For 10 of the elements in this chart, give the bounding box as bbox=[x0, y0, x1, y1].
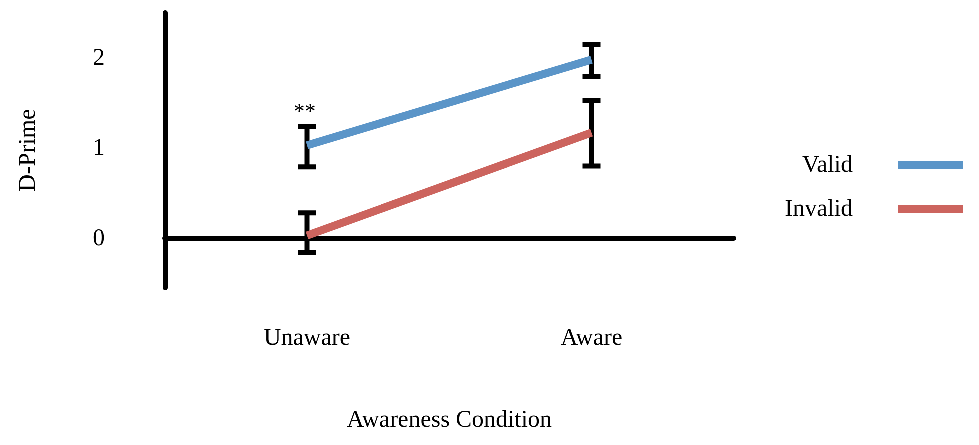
legend-label: Valid bbox=[802, 152, 853, 178]
y-tick-label: 1 bbox=[93, 135, 105, 162]
legend-label: Invalid bbox=[785, 196, 853, 222]
x-tick-label: Aware bbox=[560, 325, 623, 351]
y-tick-label: 0 bbox=[93, 225, 105, 252]
y-axis-title: D-Prime bbox=[15, 109, 41, 192]
annotation: ** bbox=[294, 98, 316, 124]
y-tick-label: 2 bbox=[93, 45, 105, 72]
x-axis-title: Awareness Condition bbox=[346, 407, 552, 433]
x-tick-label: Unaware bbox=[264, 325, 351, 351]
